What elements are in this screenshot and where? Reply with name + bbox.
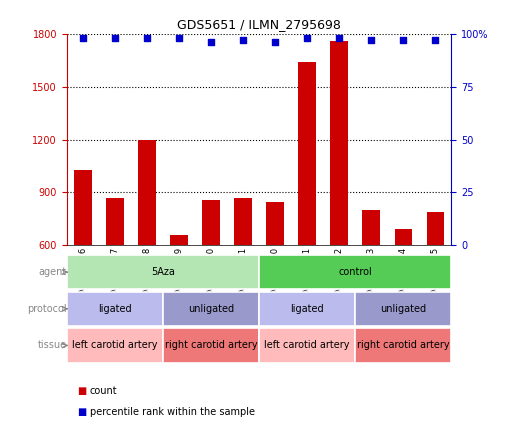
- Text: ■: ■: [77, 407, 86, 418]
- Bar: [202, 200, 220, 351]
- Point: [271, 39, 279, 46]
- Text: right carotid artery: right carotid artery: [357, 341, 450, 350]
- Text: ligated: ligated: [290, 304, 324, 314]
- Bar: [394, 229, 412, 351]
- Point: [367, 37, 376, 44]
- Bar: [163, 328, 259, 363]
- Bar: [266, 202, 284, 351]
- Point: [431, 37, 440, 44]
- Text: protocol: protocol: [27, 304, 67, 314]
- Bar: [259, 291, 355, 326]
- Text: control: control: [339, 267, 372, 277]
- Bar: [106, 198, 124, 351]
- Text: right carotid artery: right carotid artery: [165, 341, 258, 350]
- Bar: [67, 291, 163, 326]
- Bar: [74, 170, 91, 351]
- Point: [207, 39, 215, 46]
- Point: [111, 35, 119, 41]
- Point: [335, 35, 343, 41]
- Title: GDS5651 / ILMN_2795698: GDS5651 / ILMN_2795698: [177, 18, 341, 31]
- Text: ligated: ligated: [98, 304, 132, 314]
- Bar: [67, 328, 163, 363]
- Bar: [163, 291, 259, 326]
- Text: ■: ■: [77, 386, 86, 396]
- Text: unligated: unligated: [188, 304, 234, 314]
- Bar: [363, 210, 380, 351]
- Text: left carotid artery: left carotid artery: [264, 341, 350, 350]
- Point: [175, 35, 183, 41]
- Text: left carotid artery: left carotid artery: [72, 341, 157, 350]
- Text: unligated: unligated: [380, 304, 426, 314]
- Bar: [138, 140, 155, 351]
- Text: count: count: [90, 386, 117, 396]
- Point: [303, 35, 311, 41]
- Text: agent: agent: [38, 267, 67, 277]
- Point: [143, 35, 151, 41]
- Bar: [259, 328, 355, 363]
- Text: tissue: tissue: [37, 341, 67, 350]
- Point: [239, 37, 247, 44]
- Text: percentile rank within the sample: percentile rank within the sample: [90, 407, 255, 418]
- Bar: [259, 255, 451, 289]
- Bar: [170, 235, 188, 351]
- Bar: [427, 212, 444, 351]
- Bar: [330, 41, 348, 351]
- Bar: [67, 255, 259, 289]
- Bar: [299, 62, 316, 351]
- Bar: [234, 198, 252, 351]
- Point: [399, 37, 407, 44]
- Point: [78, 35, 87, 41]
- Text: 5Aza: 5Aza: [151, 267, 175, 277]
- Bar: [355, 291, 451, 326]
- Bar: [355, 328, 451, 363]
